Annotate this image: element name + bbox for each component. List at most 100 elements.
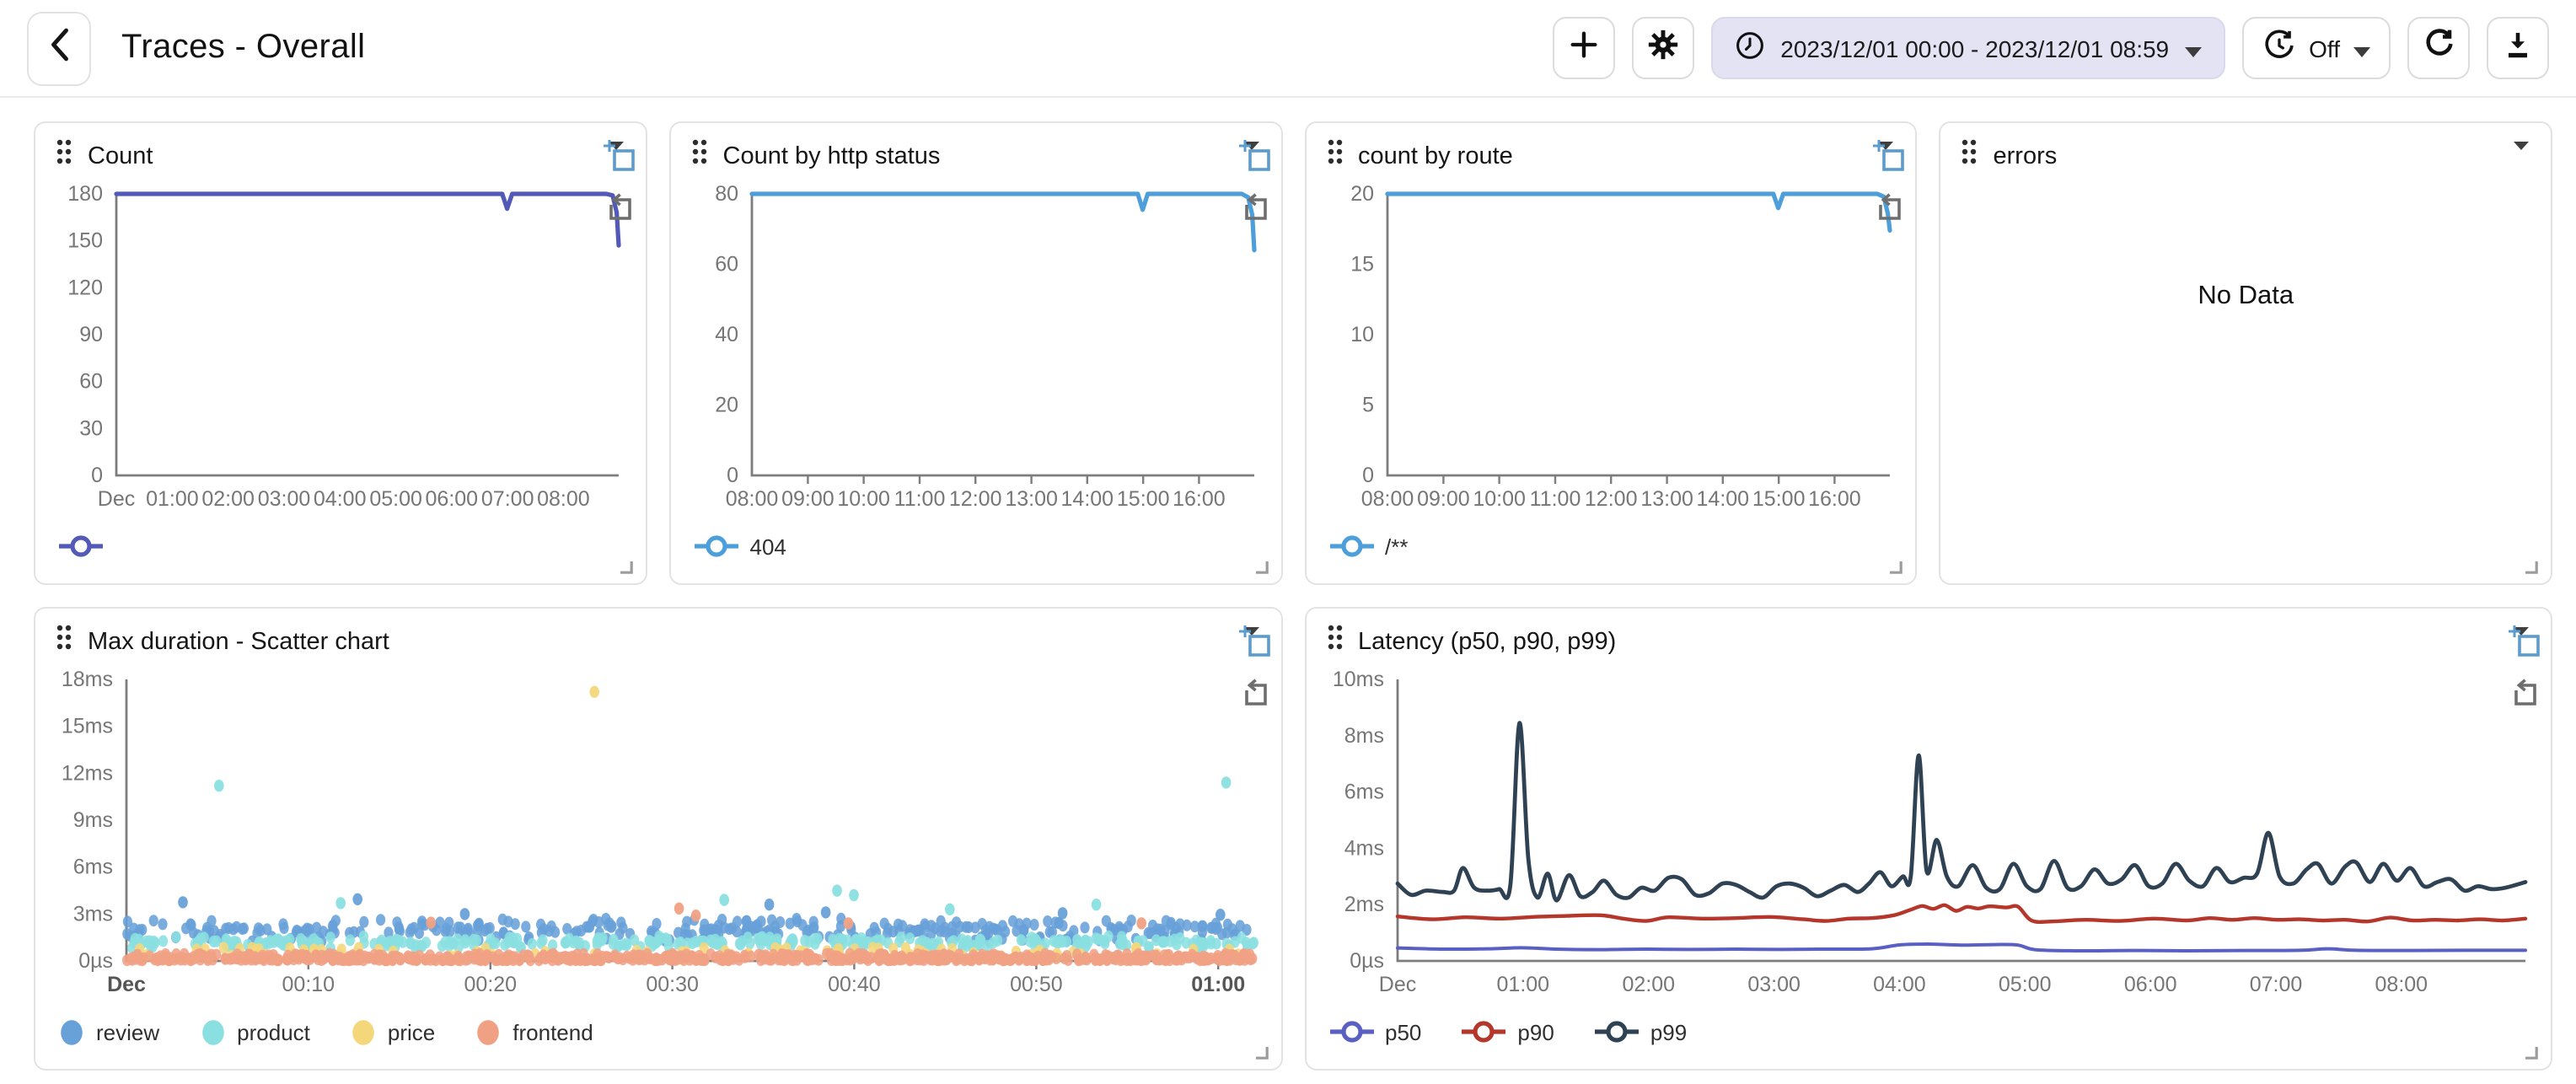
- zoom-in-selection-icon[interactable]: [1238, 625, 1272, 659]
- legend-item-product[interactable]: product: [200, 1017, 310, 1046]
- auto-refresh-value: Off: [2309, 35, 2340, 62]
- panel-header: Count: [35, 123, 646, 177]
- panel-menu-caret-icon[interactable]: [1878, 142, 1894, 150]
- undo-zoom-icon[interactable]: [1238, 189, 1272, 223]
- legend-item-series[interactable]: [59, 533, 103, 560]
- max-duration-scatter-chart[interactable]: 0µs 3ms 6ms 9ms 12ms 15ms 18ms Dec 00:10 00:20 00:…: [39, 663, 1277, 1005]
- undo-zoom-icon[interactable]: [1238, 674, 1272, 708]
- zoom-in-selection-icon[interactable]: [603, 140, 637, 174]
- legend-item-review[interactable]: review: [59, 1017, 159, 1046]
- svg-text:20: 20: [715, 394, 738, 417]
- zoom-in-selection-icon[interactable]: [1873, 140, 1908, 174]
- svg-text:04:00: 04:00: [1872, 973, 1925, 996]
- svg-text:13:00: 13:00: [1640, 487, 1693, 511]
- panel-header: count by route: [1306, 123, 1916, 177]
- svg-text:07:00: 07:00: [2249, 973, 2302, 996]
- svg-text:16:00: 16:00: [1173, 487, 1226, 511]
- zoom-in-selection-icon[interactable]: [1238, 140, 1272, 174]
- svg-text:10ms: 10ms: [1332, 668, 1383, 691]
- svg-text:10:00: 10:00: [1472, 487, 1525, 511]
- legend-item-p99[interactable]: p99: [1594, 1018, 1688, 1045]
- panel-title: Count: [88, 142, 153, 169]
- http-status-chart[interactable]: 0 20 40 60 80 08:00 09:00 10:00 11:00 12:00 13:00 1…: [674, 177, 1278, 519]
- legend-item-price[interactable]: price: [351, 1017, 435, 1046]
- undo-zoom-icon[interactable]: [604, 189, 637, 223]
- undo-zoom-icon[interactable]: [1874, 189, 1908, 223]
- drag-handle-icon[interactable]: [56, 138, 72, 174]
- toolbar: 2023/12/01 00:00 - 2023/12/01 08:59 Off: [1553, 17, 2549, 79]
- panel-menu-caret-icon[interactable]: [2514, 142, 2529, 150]
- svg-text:06:00: 06:00: [426, 487, 479, 511]
- plot-zoom-controls: [1238, 140, 1272, 223]
- panel-resize-handle[interactable]: [2522, 1044, 2539, 1060]
- download-button[interactable]: [2487, 17, 2549, 79]
- svg-text:0µs: 0µs: [78, 949, 113, 973]
- chart-legend: [35, 519, 646, 583]
- add-panel-button[interactable]: [1553, 17, 1616, 79]
- legend-item-frontend[interactable]: frontend: [475, 1017, 593, 1046]
- drag-handle-icon[interactable]: [1326, 138, 1343, 174]
- panel-count-by-route: count by route 0 5 10 15 20 08:00 09:00 10:00 11…: [1304, 121, 1918, 585]
- svg-text:180: 180: [67, 182, 103, 206]
- legend-item-p50[interactable]: p50: [1329, 1018, 1421, 1045]
- svg-text:12:00: 12:00: [948, 487, 1001, 511]
- svg-text:3ms: 3ms: [73, 902, 113, 926]
- panel-menu-caret-icon[interactable]: [2514, 627, 2529, 636]
- panel-count-by-http-status: Count by http status 0 20 40 60 80 08:00 09:00…: [668, 121, 1282, 585]
- svg-text:01:00: 01:00: [1191, 973, 1245, 996]
- svg-text:Dec: Dec: [1378, 973, 1415, 996]
- panel-title: Latency (p50, p90, p99): [1358, 628, 1617, 655]
- drag-handle-icon[interactable]: [1326, 624, 1343, 659]
- svg-text:01:00: 01:00: [146, 487, 199, 511]
- svg-text:60: 60: [715, 253, 738, 276]
- svg-text:03:00: 03:00: [258, 487, 311, 511]
- svg-text:8ms: 8ms: [1344, 724, 1383, 748]
- legend-label: product: [237, 1019, 310, 1044]
- drag-handle-icon[interactable]: [691, 138, 708, 174]
- svg-text:07:00: 07:00: [481, 487, 534, 511]
- svg-text:08:00: 08:00: [1360, 487, 1414, 511]
- svg-text:15:00: 15:00: [1752, 487, 1805, 511]
- svg-text:0: 0: [91, 464, 103, 487]
- top-bar: Traces - Overall: [0, 0, 2576, 98]
- panel-resize-handle[interactable]: [1252, 558, 1269, 575]
- legend-item-p90[interactable]: p90: [1462, 1018, 1554, 1045]
- svg-text:6ms: 6ms: [73, 856, 113, 879]
- panel-resize-handle[interactable]: [1252, 1044, 1269, 1060]
- panel-menu-caret-icon[interactable]: [608, 142, 624, 150]
- refresh-button[interactable]: [2407, 17, 2470, 79]
- panel-header: Count by http status: [671, 123, 1281, 177]
- panel-resize-handle[interactable]: [2522, 558, 2539, 575]
- drag-handle-icon[interactable]: [56, 624, 72, 659]
- panel-header: Max duration - Scatter chart: [35, 609, 1280, 663]
- download-icon: [2502, 28, 2534, 68]
- dashboard-settings-button[interactable]: [1632, 17, 1695, 79]
- panel-menu-caret-icon[interactable]: [1243, 142, 1258, 150]
- panel-resize-handle[interactable]: [617, 558, 634, 575]
- latency-chart[interactable]: 0µs 2ms 4ms 6ms 8ms 10ms Dec 01:00 02:00 03:00 04:…: [1309, 663, 2547, 1005]
- drag-handle-icon[interactable]: [1962, 138, 1978, 174]
- legend-label: p99: [1650, 1019, 1688, 1044]
- legend-item-404[interactable]: 404: [694, 533, 786, 560]
- svg-text:120: 120: [67, 276, 103, 299]
- auto-refresh-button[interactable]: Off: [2241, 17, 2391, 79]
- route-chart[interactable]: 0 5 10 15 20 08:00 09:00 10:00 11:00 12:00 13:00 14…: [1309, 177, 1913, 519]
- panel-latency: Latency (p50, p90, p99) 0µs 2ms 4ms 6ms 8ms 1…: [1304, 607, 2552, 1071]
- svg-text:09:00: 09:00: [781, 487, 835, 511]
- panel-menu-caret-icon[interactable]: [1243, 627, 1258, 636]
- legend-label: price: [387, 1019, 436, 1044]
- svg-text:02:00: 02:00: [201, 487, 255, 511]
- count-chart[interactable]: 0 30 60 90 120 150 180 Dec 01:00 02:00 03:00 04:00 0…: [39, 177, 642, 519]
- undo-zoom-icon[interactable]: [2509, 674, 2542, 708]
- plot-zoom-controls: [1238, 625, 1272, 708]
- panel-resize-handle[interactable]: [1887, 558, 1904, 575]
- zoom-in-selection-icon[interactable]: [2509, 625, 2542, 659]
- gear-icon: [1645, 26, 1681, 70]
- svg-text:9ms: 9ms: [73, 808, 113, 832]
- time-range-picker[interactable]: 2023/12/01 00:00 - 2023/12/01 08:59: [1711, 17, 2225, 79]
- svg-text:12ms: 12ms: [62, 761, 113, 785]
- back-button[interactable]: [27, 11, 91, 85]
- legend-item-[interactable]: /**: [1329, 533, 1408, 560]
- svg-text:14:00: 14:00: [1696, 487, 1749, 511]
